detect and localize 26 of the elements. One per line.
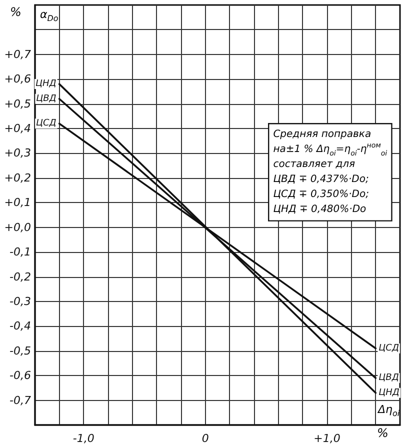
text: ЦСД xyxy=(378,343,399,354)
text: ЦВД xyxy=(378,373,399,384)
y-tick-label: -0,4 xyxy=(10,320,31,333)
y-tick-label: +0,0 xyxy=(4,220,31,234)
y-tick-label: -0,7 xyxy=(10,394,31,407)
x-tick-label: 0 xyxy=(202,432,209,445)
y-tick-label: +0,6 xyxy=(4,72,31,86)
series-label: ЦСД xyxy=(36,118,56,129)
y-axis-title: % xyxy=(10,5,22,19)
series-label: ЦВД xyxy=(36,94,56,104)
series-label: ЦНД xyxy=(36,79,56,90)
y-tick-label: -0,1 xyxy=(10,246,31,259)
y-tick-label: +0,1 xyxy=(4,196,31,210)
y-tick-label: -0,5 xyxy=(10,344,31,358)
y-tick-label: -0,2 xyxy=(10,270,31,284)
text: ЦНД xyxy=(378,388,400,398)
x-tick-label: +1,0 xyxy=(314,432,340,445)
y-tick-label: +0,3 xyxy=(4,146,31,160)
y-tick-label: +0,7 xyxy=(4,48,31,61)
y-tick-label: -0,6 xyxy=(10,369,31,382)
y-tick-label: +0,5 xyxy=(4,97,31,110)
y-tick-label: +0,2 xyxy=(4,171,31,184)
x-tick-label: -1,0 xyxy=(72,432,94,445)
y-tick-label: -0,3 xyxy=(10,294,31,308)
x-axis-title: % xyxy=(377,426,388,440)
y-tick-label: +0,4 xyxy=(4,122,31,136)
